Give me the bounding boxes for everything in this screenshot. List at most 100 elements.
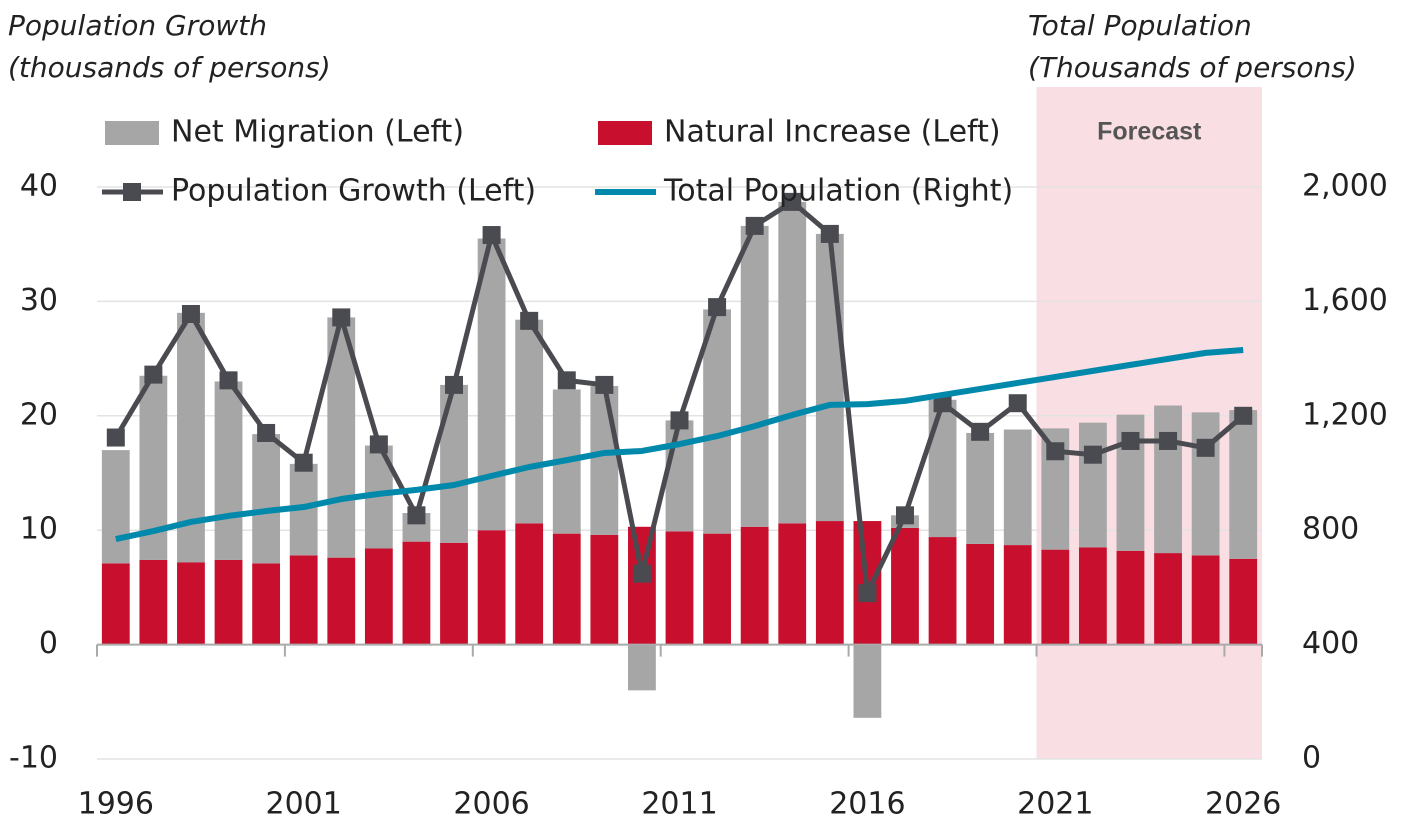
marker [971, 422, 990, 441]
marker [595, 375, 614, 394]
marker [1046, 442, 1065, 461]
marker [1083, 445, 1102, 464]
bar [703, 309, 731, 534]
bar [740, 526, 769, 645]
bar [628, 644, 656, 691]
bar [966, 543, 995, 645]
bar [928, 399, 957, 538]
x-tick-label: 2021 [1017, 787, 1093, 822]
marker [632, 564, 651, 583]
marker [520, 311, 539, 330]
marker [933, 394, 952, 413]
marker [1234, 406, 1253, 425]
legend-label: Natural Increase (Left) [664, 115, 1001, 150]
bar [928, 537, 957, 645]
legend-swatch [123, 183, 141, 201]
bar [590, 534, 619, 645]
marker [1159, 431, 1178, 450]
bar [440, 542, 468, 645]
y-tick-label: 30 [20, 283, 58, 318]
marker [1196, 438, 1215, 457]
y-axis-label: (thousands of persons) [8, 51, 331, 84]
x-tick-label: 2006 [453, 787, 529, 822]
marker [106, 428, 125, 447]
bar [1078, 547, 1107, 645]
legend-swatch [105, 121, 159, 145]
marker [407, 506, 426, 525]
bar [590, 386, 619, 535]
bar [214, 381, 243, 560]
x-tick-label: 2001 [266, 787, 342, 822]
y-tick-label: -10 [9, 741, 58, 776]
bar [177, 562, 205, 645]
marker [783, 192, 802, 211]
background-layer [97, 87, 1262, 760]
bar [252, 563, 281, 645]
bar [815, 233, 844, 522]
bar [740, 225, 769, 527]
bar [477, 238, 506, 531]
marker [1008, 394, 1027, 413]
bar [327, 557, 356, 645]
x-tick-label: 2016 [829, 787, 905, 822]
x-tick-label: 1996 [78, 787, 154, 822]
y-tick-label: 40 [20, 169, 58, 204]
marker [670, 411, 689, 430]
marker [557, 371, 576, 390]
bar [665, 531, 694, 645]
y2-axis-label: (Thousands of persons) [1028, 51, 1357, 84]
marker [219, 371, 238, 390]
bar [289, 555, 318, 645]
bar [1229, 558, 1258, 645]
marker [369, 435, 388, 454]
bar [1041, 549, 1070, 645]
y-tick-label: 0 [39, 626, 58, 661]
marker [181, 304, 200, 323]
bar [778, 523, 807, 645]
marker [257, 423, 276, 442]
legend-label: Net Migration (Left) [171, 115, 464, 150]
marker [858, 584, 877, 603]
bar [1229, 410, 1258, 559]
bar [1003, 545, 1032, 645]
bar [1116, 550, 1145, 645]
marker [895, 506, 914, 525]
bar [364, 548, 393, 645]
bar [891, 527, 919, 645]
bar [853, 644, 882, 718]
marker [1121, 431, 1140, 450]
legend-swatch [598, 121, 652, 145]
bar [1078, 422, 1107, 548]
bar [214, 559, 243, 645]
bar [1154, 405, 1182, 554]
y2-tick-label: 400 [1302, 626, 1359, 661]
bar [101, 563, 130, 645]
bar [1191, 412, 1220, 556]
bar [440, 384, 468, 543]
bar [1003, 429, 1032, 546]
legend-label: Population Growth (Left) [171, 174, 536, 209]
forecast-region [1036, 87, 1262, 759]
bar [139, 559, 168, 645]
marker [482, 226, 501, 245]
marker [445, 375, 464, 394]
bar [966, 432, 995, 544]
bar [552, 533, 581, 645]
y2-tick-label: 2,000 [1302, 169, 1388, 204]
bar [1191, 555, 1220, 645]
line [115, 347, 1244, 543]
y2-tick-label: 800 [1302, 512, 1359, 547]
legend-label: Total Population (Right) [663, 174, 1013, 209]
bar [252, 434, 281, 564]
marker [332, 308, 351, 327]
bar [665, 420, 694, 532]
bar [703, 533, 731, 645]
marker [144, 365, 163, 384]
bar [515, 319, 544, 524]
bar [101, 450, 130, 564]
bar [628, 526, 656, 645]
bar [515, 523, 544, 645]
marker [820, 224, 839, 243]
marker [294, 453, 313, 472]
